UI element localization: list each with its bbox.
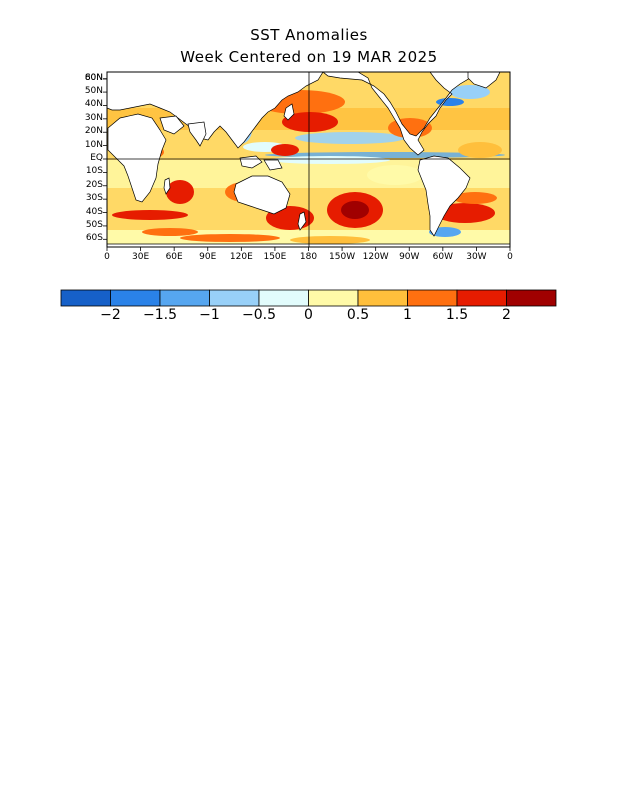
colorbar-label: 1 [403,307,412,323]
colorbar-swatch [209,289,260,307]
lon-label: 180 [299,252,318,262]
colorbar-label: −2 [100,307,121,323]
colorbar-swatch [159,289,210,307]
colorbar-label: 2 [502,307,511,323]
lon-label: 90W [399,252,420,262]
lat-label: 50N [84,86,103,97]
lon-label: 30E [132,252,150,262]
lat-label: 20S [85,179,103,190]
lat-label: 20N [84,126,103,137]
map-subtitle: Week Centered on 19 MAR 2025 [180,48,438,66]
lat-label: 40N [84,99,103,110]
colorbar-label: 0 [304,307,313,323]
lat-label: 30S [85,193,103,204]
lon-label: 120W [362,252,389,262]
lon-label: 90E [199,252,217,262]
lon-label: 150E [263,252,287,262]
lon-label: 60E [165,252,183,262]
lat-label: 50S [85,219,103,230]
lat-label: 10N [84,139,103,150]
lat-label: 80N [84,73,103,83]
continents [107,72,510,247]
lat-label: 30N [84,112,103,123]
colorbar-label: −1.5 [143,307,177,323]
lat-label: EQ [90,153,103,163]
colorbar-swatch [308,289,359,307]
lon-label: 60W [432,252,454,262]
lat-label: 60S [85,233,103,244]
colorbar-label: −0.5 [242,307,276,323]
lat-label: 40S [85,206,103,217]
colorbar-swatch [110,289,161,307]
colorbar-label: 0.5 [346,307,370,323]
colorbar-swatch [456,289,507,307]
lat-label: 10S [85,166,103,177]
colorbar-swatch [506,289,557,307]
colorbar-swatch [357,289,408,307]
colorbar-swatch [258,289,309,307]
lat-label: 60N [84,72,103,83]
colorbar-label: −1 [199,307,220,323]
colorbar-swatch [60,289,111,307]
colorbar-label: 1.5 [445,307,469,323]
lon-label: 0 [104,252,110,262]
lon-label: 0 [507,252,513,262]
lon-label: 120E [229,252,253,262]
lon-label: 150W [329,252,356,262]
colorbar-swatch [407,289,458,307]
map-title: SST Anomalies [250,26,368,44]
lon-label: 30W [466,252,487,262]
